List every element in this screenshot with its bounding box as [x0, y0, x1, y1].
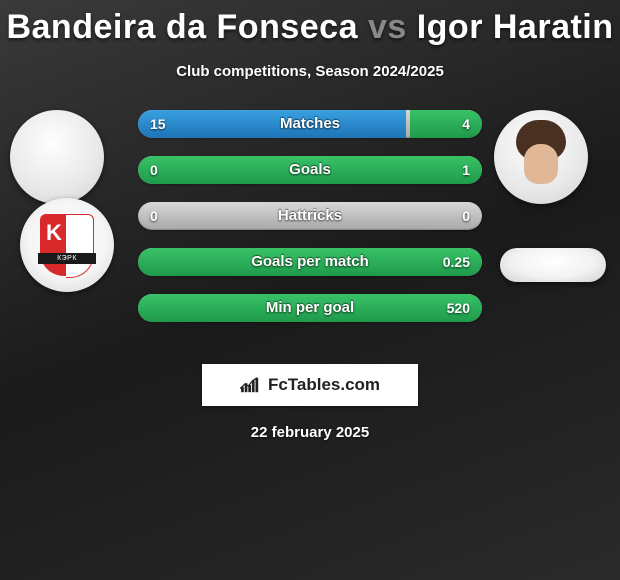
stat-value-player1: 0 — [150, 202, 158, 230]
stat-value-player2: 4 — [462, 110, 470, 138]
player2-avatar — [494, 110, 588, 204]
player2-club-badge — [500, 248, 606, 282]
stat-value-player2: 1 — [462, 156, 470, 184]
stat-label: Goals — [138, 156, 482, 184]
club-shield-icon: K КЭРК — [40, 214, 94, 276]
stat-value-player2: 0.25 — [443, 248, 470, 276]
stat-label: Goals per match — [138, 248, 482, 276]
stat-value-player1: 0 — [150, 156, 158, 184]
player1-avatar — [10, 110, 104, 204]
stat-bar: Goals per match0.25 — [138, 248, 482, 276]
comparison-area: K КЭРК Matches154Goals01Hattricks00Goals… — [0, 110, 620, 350]
vs-separator: vs — [368, 8, 407, 46]
player1-name: Bandeira da Fonseca — [6, 8, 358, 46]
stat-bar: Matches15 4 — [138, 110, 482, 138]
stat-bar: Min per goal520 — [138, 294, 482, 322]
stat-bars: Matches154Goals01Hattricks00Goals per ma… — [138, 110, 482, 340]
page-title: Bandeira da Fonseca vs Igor Haratin — [0, 0, 620, 47]
club-shield-letter: K — [46, 220, 62, 246]
branding-box: FcTables.com — [202, 364, 418, 406]
date-text: 22 february 2025 — [0, 424, 620, 441]
stat-label: Min per goal — [138, 294, 482, 322]
stat-value-player2: 520 — [447, 294, 470, 322]
player2-name: Igor Haratin — [417, 8, 614, 46]
subtitle: Club competitions, Season 2024/2025 — [0, 63, 620, 80]
stat-value-player2: 0 — [462, 202, 470, 230]
stat-value-player1: 15 — [150, 110, 166, 138]
branding-text: FcTables.com — [268, 375, 380, 395]
club-shield-band: КЭРК — [38, 253, 96, 264]
stat-bar: Goals0 1 — [138, 156, 482, 184]
player1-club-badge: K КЭРК — [20, 198, 114, 292]
stat-label: Hattricks — [138, 202, 482, 230]
stat-label: Matches — [138, 110, 482, 138]
bar-chart-icon — [240, 376, 262, 394]
stat-bar: Hattricks0 0 — [138, 202, 482, 230]
